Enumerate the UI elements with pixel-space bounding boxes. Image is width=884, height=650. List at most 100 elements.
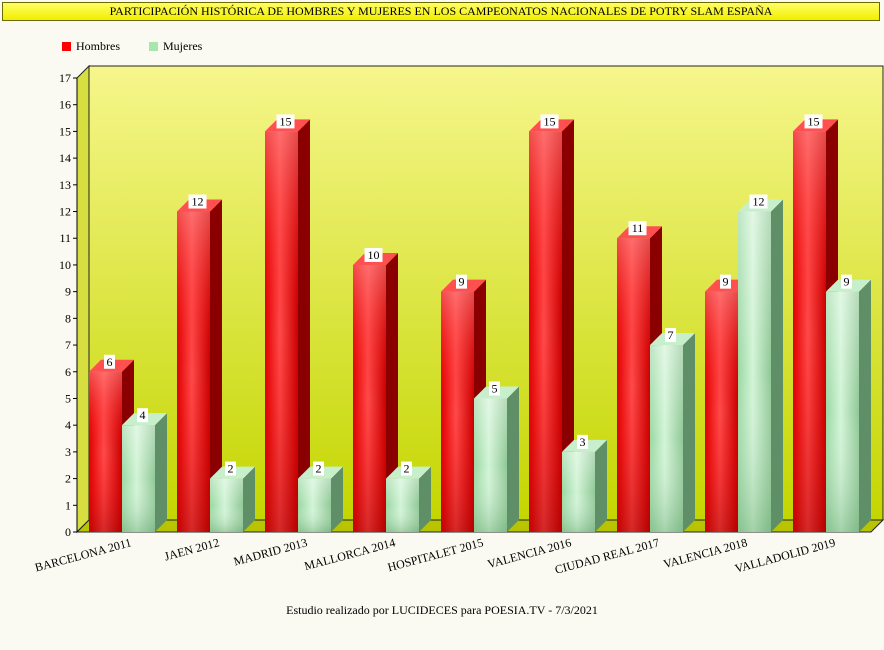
y-tick-label: 3 bbox=[65, 445, 71, 459]
data-label-bg bbox=[804, 114, 823, 129]
data-label-bg bbox=[137, 408, 148, 423]
data-label-bg bbox=[841, 274, 852, 289]
bar-mujeres: 12 bbox=[738, 194, 783, 532]
data-label-bg bbox=[104, 354, 115, 369]
bar-side bbox=[683, 333, 695, 532]
legend-swatch-hombres bbox=[62, 42, 71, 51]
data-label: 9 bbox=[459, 275, 465, 289]
legend-item-mujeres: Mujeres bbox=[149, 39, 202, 54]
data-label-bg bbox=[401, 461, 412, 476]
data-label: 15 bbox=[544, 114, 556, 128]
bar-hombres: 9 bbox=[441, 274, 486, 532]
bar-mujeres: 5 bbox=[474, 381, 519, 532]
y-tick-label: 15 bbox=[59, 124, 71, 138]
bar-shade bbox=[386, 478, 419, 532]
y-tick-label: 11 bbox=[59, 231, 71, 245]
data-label-bg bbox=[665, 328, 676, 343]
data-label: 9 bbox=[844, 275, 850, 289]
data-label: 4 bbox=[140, 408, 146, 422]
data-label-bg bbox=[720, 274, 731, 289]
bar-side bbox=[210, 199, 222, 532]
legend-label-hombres: Hombres bbox=[76, 39, 120, 53]
data-label: 15 bbox=[808, 114, 820, 128]
bar-side bbox=[155, 413, 167, 532]
data-label-bg bbox=[188, 194, 207, 209]
data-label-bg bbox=[456, 274, 467, 289]
data-label: 2 bbox=[404, 462, 410, 476]
legend: Hombres Mujeres bbox=[62, 39, 228, 53]
y-tick-label: 8 bbox=[65, 311, 71, 325]
y-tick-label: 5 bbox=[65, 391, 71, 405]
bar-shade bbox=[617, 238, 650, 532]
y-tick-label: 1 bbox=[65, 498, 71, 512]
legend-item-hombres: Hombres bbox=[62, 39, 120, 54]
data-label-bg bbox=[749, 194, 768, 209]
data-label-bg bbox=[577, 434, 588, 449]
data-label-bg bbox=[489, 381, 500, 396]
bar-shade bbox=[122, 425, 155, 532]
side-wall bbox=[76, 64, 90, 534]
bar-side bbox=[386, 252, 398, 533]
bar-side bbox=[298, 119, 310, 532]
y-tick-label: 17 bbox=[59, 71, 71, 85]
chart-title: PARTICIPACIÓN HISTÓRICA DE HOMBRES Y MUJ… bbox=[2, 2, 880, 21]
y-tick-label: 12 bbox=[59, 205, 71, 219]
y-tick-label: 6 bbox=[65, 365, 71, 379]
bar-shade bbox=[210, 478, 243, 532]
x-tick-label: MALLORCA 2014 bbox=[303, 535, 397, 573]
y-tick-label: 13 bbox=[59, 178, 71, 192]
data-label-bg bbox=[225, 461, 236, 476]
bar-mujeres: 3 bbox=[562, 434, 607, 532]
bar-hombres: 12 bbox=[177, 194, 222, 532]
bar-side bbox=[419, 466, 431, 532]
data-label: 5 bbox=[492, 381, 498, 395]
data-label: 12 bbox=[192, 195, 204, 209]
bar-shade bbox=[441, 291, 474, 532]
bar-shade bbox=[793, 131, 826, 533]
x-tick-label: VALLADOLID 2019 bbox=[733, 535, 837, 575]
y-tick-label: 9 bbox=[65, 285, 71, 299]
data-label: 12 bbox=[753, 195, 765, 209]
bars: 6 4 12 2 15 2 10 2 9 5 15 3 11 7 9 12 15 9 bbox=[89, 114, 871, 533]
bar-shade bbox=[89, 371, 122, 532]
bar-shade bbox=[177, 211, 210, 532]
bar-hombres: 6 bbox=[89, 354, 134, 532]
bar-side bbox=[595, 439, 607, 532]
bar-shade bbox=[826, 291, 859, 532]
bar-side bbox=[507, 386, 519, 532]
bar-shade bbox=[738, 211, 771, 532]
bar-side bbox=[243, 466, 255, 532]
bar-hombres: 15 bbox=[265, 114, 310, 533]
data-label: 3 bbox=[580, 435, 586, 449]
data-label: 2 bbox=[228, 462, 234, 476]
bar-mujeres: 2 bbox=[210, 461, 255, 532]
x-tick-label: JAEN 2012 bbox=[163, 535, 221, 563]
bar-mujeres: 7 bbox=[650, 328, 695, 532]
data-label: 9 bbox=[723, 275, 729, 289]
bar-mujeres: 4 bbox=[122, 408, 167, 532]
bar-shade bbox=[529, 131, 562, 533]
y-tick-label: 10 bbox=[59, 258, 71, 272]
data-label-bg bbox=[364, 247, 383, 262]
y-tick-label: 0 bbox=[65, 525, 71, 539]
data-label-bg bbox=[540, 114, 559, 129]
bar-shade bbox=[298, 478, 331, 532]
bar-hombres: 15 bbox=[793, 114, 838, 533]
legend-label-mujeres: Mujeres bbox=[163, 39, 203, 53]
data-label-bg bbox=[628, 221, 647, 236]
bar-mujeres: 2 bbox=[386, 461, 431, 532]
bar-shade bbox=[353, 264, 386, 532]
data-label: 7 bbox=[668, 328, 674, 342]
bar-mujeres: 2 bbox=[298, 461, 343, 532]
bar-shade bbox=[562, 451, 595, 532]
bar-shade bbox=[650, 345, 683, 532]
y-tick-label: 14 bbox=[59, 151, 71, 165]
footer-credit: Estudio realizado por LUCIDECES para POE… bbox=[286, 603, 598, 617]
data-label: 10 bbox=[368, 248, 380, 262]
y-tick-label: 16 bbox=[59, 98, 71, 112]
bar-side bbox=[859, 279, 871, 532]
data-label: 2 bbox=[316, 462, 322, 476]
data-label: 11 bbox=[632, 221, 644, 235]
y-tick-label: 7 bbox=[65, 338, 71, 352]
